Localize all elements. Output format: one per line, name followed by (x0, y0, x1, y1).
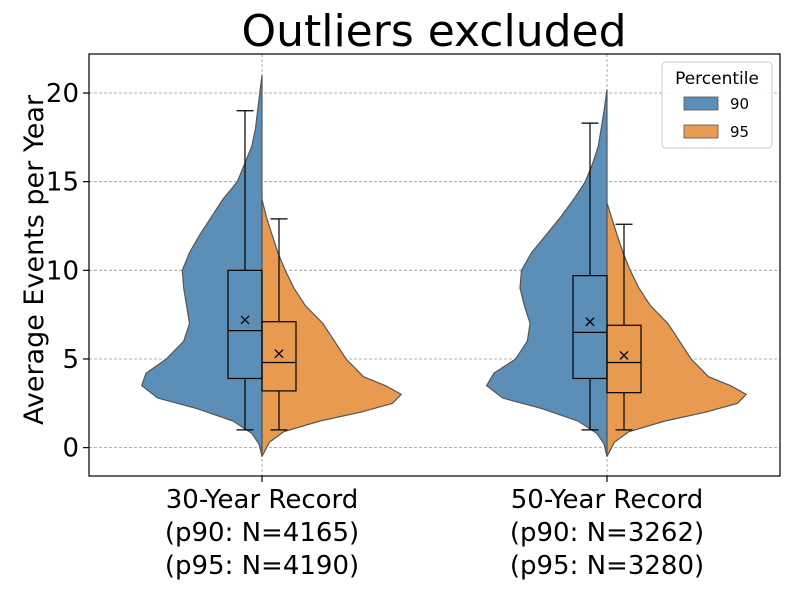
violin-p95-2 (606, 202, 748, 457)
y-tick-label: 20 (46, 79, 79, 109)
y-tick-label: 5 (62, 345, 79, 375)
box-iqr-p95 (606, 324, 642, 394)
y-axis: 0 5 10 15 20 (46, 79, 89, 464)
chart-title: Outliers excluded (241, 6, 626, 57)
violin-bodies (140, 75, 748, 457)
violin-p90-1 (140, 75, 263, 457)
x-tick-label: (p90: N=4165) (165, 518, 359, 548)
mean-marker-p90 (240, 315, 250, 325)
x-tick-label: (p95: N=3280) (510, 551, 704, 581)
x-tick-label: 30-Year Record (166, 485, 359, 515)
legend-label-95: 95 (730, 123, 749, 141)
violin-p90-2 (485, 89, 608, 457)
legend-swatch-90 (683, 96, 719, 111)
box-plots (227, 110, 642, 431)
x-tick-label: (p90: N=3262) (510, 518, 704, 548)
legend-label-90: 90 (730, 95, 749, 113)
y-tick-label: 10 (46, 256, 79, 286)
mean-marker-p95 (274, 349, 284, 359)
legend-title: Percentile (675, 69, 759, 89)
mean-marker-p90 (585, 317, 595, 327)
mean-marker-p95 (619, 350, 629, 360)
box-iqr-p95 (261, 321, 297, 392)
x-tick-label: (p95: N=4190) (165, 551, 359, 581)
violin-p95-1 (261, 199, 403, 457)
y-tick-label: 0 (62, 434, 79, 464)
plot-area-frame (88, 53, 781, 477)
legend-swatch-95 (683, 124, 719, 139)
x-axis: 30-Year Record(p90: N=4165)(p95: N=4190)… (165, 476, 704, 581)
y-axis-label: Average Events per Year (19, 94, 50, 425)
legend[interactable]: Percentile 90 95 (661, 61, 773, 149)
x-tick-label: 50-Year Record (511, 485, 704, 515)
y-tick-label: 15 (46, 168, 79, 198)
